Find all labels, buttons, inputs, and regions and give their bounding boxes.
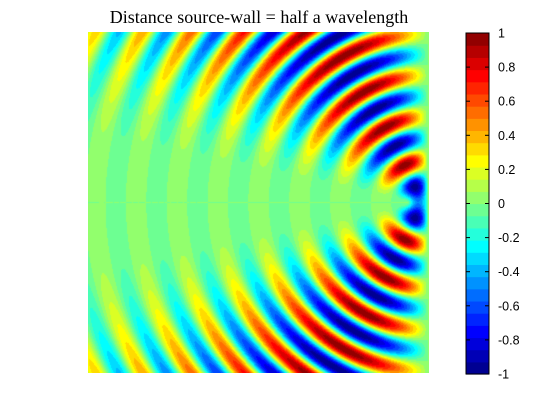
colorbar-band — [466, 57, 489, 71]
colorbar-tick-label: -1 — [498, 368, 509, 382]
colorbar-band — [466, 179, 489, 192]
colorbar-band — [466, 154, 489, 168]
colorbar-tick-label: -0.4 — [498, 265, 520, 279]
colorbar-band — [466, 130, 489, 144]
heatmap-plot — [88, 32, 429, 373]
colorbar-band — [466, 81, 489, 95]
colorbar-band — [466, 191, 489, 205]
colorbar-band — [466, 118, 489, 132]
colorbar-band — [466, 166, 489, 180]
colorbar-band — [466, 203, 489, 217]
colorbar-band — [466, 264, 489, 278]
colorbar-tick-label: -0.6 — [498, 299, 520, 313]
colorbar-band — [466, 106, 489, 119]
colorbar-tick-label: -0.8 — [498, 333, 520, 347]
colorbar-band — [466, 325, 489, 339]
colorbar-tick-label: 1 — [498, 27, 505, 41]
colorbar-band — [466, 69, 489, 83]
colorbar-band — [466, 45, 489, 58]
colorbar-band — [466, 276, 489, 290]
colorbar-band — [466, 252, 489, 265]
colorbar-band — [466, 361, 489, 375]
colorbar-band — [466, 240, 489, 253]
chart-title: Distance source-wall = half a wavelength — [110, 7, 409, 27]
colorbar-tick-label: 0.8 — [498, 61, 515, 75]
colorbar-band — [466, 227, 489, 241]
colorbar-tick-label: 0.6 — [498, 95, 515, 109]
colorbar-tick-label: 0.2 — [498, 163, 515, 177]
colorbar-bands — [466, 33, 489, 375]
colorbar-tick-label: 0.4 — [498, 129, 515, 143]
colorbar-band — [466, 337, 489, 351]
colorbar-band — [466, 93, 489, 107]
heatmap-field — [88, 32, 429, 373]
colorbar: 1 0.8 0.6 0.4 0.2 0 -0.2 -0.4 -0.6 -0.8 -1 — [465, 27, 520, 382]
colorbar-band — [466, 142, 489, 156]
colorbar-band — [466, 313, 489, 326]
colorbar-tick-label: -0.2 — [498, 231, 520, 245]
colorbar-band — [466, 215, 489, 229]
colorbar-band — [466, 288, 489, 302]
colorbar-band — [466, 349, 489, 363]
colorbar-ticks: 1 0.8 0.6 0.4 0.2 0 -0.2 -0.4 -0.6 -0.8 -1 — [466, 27, 520, 382]
colorbar-band — [466, 300, 489, 314]
colorbar-band — [466, 33, 489, 46]
colorbar-tick-label: 0 — [498, 197, 505, 211]
